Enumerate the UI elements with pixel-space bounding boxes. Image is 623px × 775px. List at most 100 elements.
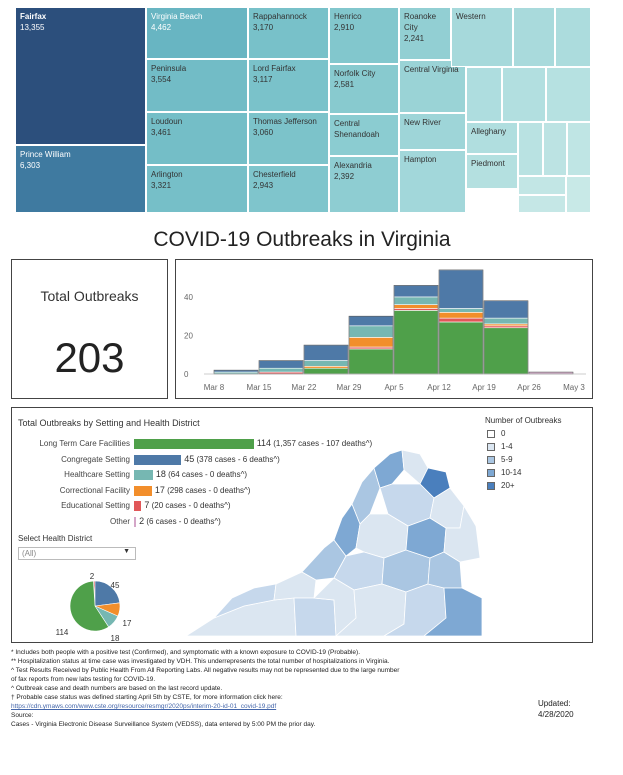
treemap-cell[interactable] [513,7,555,67]
setting-row[interactable]: Other 2 (6 cases - 0 deaths^) [12,516,472,528]
treemap-cell[interactable]: Alexandria 2,392 [329,156,399,213]
treemap-cell-value: 2,943 [253,181,274,190]
treemap-cell-value: 13,355 [20,23,45,32]
treemap-cell-name: Alexandria [334,161,372,170]
treemap-cell[interactable]: Alleghany [466,122,518,154]
setting-bar[interactable] [134,439,254,449]
treemap-cell-name: Thomas Jefferson [253,117,317,126]
setting-bar[interactable] [134,470,153,480]
bar-segment [438,269,484,309]
district-select-value: (All) [22,549,37,558]
setting-district-panel: Total Outbreaks by Setting and Health Di… [11,407,593,643]
treemap-cell[interactable]: Lord Fairfax 3,117 [248,59,329,112]
setting-bar[interactable] [134,485,152,496]
setting-value: 7 (20 cases - 0 deaths^) [144,500,230,510]
x-tick-label: Apr 26 [517,383,541,392]
treemap-cell[interactable]: New River [399,113,466,150]
treemap-cell[interactable]: Prince William 6,303 [15,145,146,213]
x-tick-label: Mar 22 [292,383,317,392]
legend-label: 20+ [501,481,515,490]
bar-segment [348,325,394,338]
total-outbreaks-label: Total Outbreaks [40,288,139,304]
treemap-cell[interactable] [518,176,566,195]
weekly-outbreaks-svg: 0 20 40 Mar 8 Mar 15 Mar 22 Mar 29 Apr 5 Apr 12 A… [184,269,586,392]
treemap-cell[interactable] [518,195,566,213]
treemap-cell[interactable]: Thomas Jefferson 3,060 [248,112,329,165]
setting-bar[interactable] [134,516,137,527]
treemap-cell[interactable] [466,67,502,122]
treemap-health-districts[interactable]: Fairfax 13,355 Prince William 6,303 Virginia… [15,7,591,213]
setting-row[interactable]: Long Term Care Facilities 114 (1,357 case… [12,438,472,450]
treemap-cell[interactable] [546,67,591,122]
y-tick-label: 40 [184,293,193,302]
bar-segment [393,310,439,375]
bar-segment [393,296,439,305]
pie-slice [94,580,121,607]
setting-bar[interactable] [134,454,182,465]
treemap-cell[interactable]: Central Shenandoah [329,114,399,156]
legend-item: 10-14 [485,467,590,480]
map-district[interactable] [293,597,337,636]
setting-row[interactable]: Healthcare Setting 18 (64 cases - 0 death… [12,469,472,481]
treemap-cell[interactable] [566,176,591,213]
legend-swatch [487,469,495,477]
setting-count: 18 [155,469,166,479]
bar-segment [303,360,349,367]
x-tick-label: Mar 29 [337,383,362,392]
setting-count: 17 [154,484,165,495]
treemap-cell[interactable] [502,67,546,122]
treemap-cell[interactable] [555,7,591,67]
treemap-cell[interactable]: Loudoun 3,461 [146,112,248,165]
treemap-cell-name: Alleghany [471,127,507,136]
map-legend: Number of Outbreaks 0 1-4 5-9 10-14 20+ [485,416,590,493]
map-district[interactable] [423,587,483,636]
treemap-cell[interactable]: Arlington 3,321 [146,165,248,213]
treemap-cell[interactable] [518,122,543,176]
treemap-cell[interactable]: Henrico 2,910 [329,7,399,64]
treemap-cell[interactable]: Norfolk City 2,581 [329,64,399,114]
treemap-cell-name: Hampton [404,155,437,164]
treemap-cell-value: 3,170 [253,23,274,32]
x-tick-label: Apr 12 [427,383,451,392]
treemap-cell[interactable]: Hampton [399,150,466,213]
treemap-cell[interactable]: Roanoke City 2,241 [399,7,451,60]
treemap-cell-name: Lord Fairfax [253,64,296,73]
bar-segment [348,315,394,327]
bar-segment [258,367,304,373]
treemap-cell[interactable]: Virginia Beach 4,462 [146,7,248,59]
treemap-cell[interactable]: Piedmont [466,154,518,189]
bar-segment [438,317,484,323]
treemap-cell[interactable]: Chesterfield 2,943 [248,165,329,213]
footnote-line: Source: [11,712,34,719]
setting-row[interactable]: Educational Setting 7 (20 cases - 0 death… [12,500,472,512]
treemap-cell[interactable]: Central Virginia [399,60,466,113]
footnote-line: * Includes both people with a positive t… [11,649,361,656]
setting-bar[interactable] [134,501,142,511]
setting-label: Other [109,516,130,526]
setting-row[interactable]: Correctional Facility 17 (298 cases - 0 d… [12,485,472,497]
virginia-district-map[interactable] [184,448,484,636]
footnote-link[interactable]: https://cdn.ymaws.com/www.cste.org/resou… [11,703,277,710]
legend-item: 20+ [485,480,590,493]
bar-segment [483,300,529,319]
legend-label: 0 [501,429,506,438]
treemap-cell[interactable] [543,122,567,176]
weekly-outbreaks-chart[interactable]: 0 20 40 Mar 8 Mar 15 Mar 22 Mar 29 Apr 5 Apr 12 A… [175,259,593,399]
treemap-cell[interactable]: Rappahannock 3,170 [248,7,329,59]
treemap-cell[interactable]: Peninsula 3,554 [146,59,248,112]
footnote-line: ** Hospitalization status at time case w… [11,658,390,665]
treemap-cell-name: Piedmont [471,159,505,168]
treemap-cell[interactable]: Fairfax 13,355 [15,7,146,145]
setting-row[interactable]: Congregate Setting 45 (378 cases - 6 deat… [12,454,472,466]
chevron-down-icon: ▼ [123,548,130,555]
district-select[interactable]: (All) ▼ [18,547,136,560]
legend-item: 0 [485,428,590,441]
legend-label: 5-9 [501,455,513,464]
map-district[interactable] [443,504,481,563]
setting-count: 7 [144,500,150,510]
treemap-cell[interactable]: Western [451,7,513,67]
map-district[interactable] [373,449,405,489]
treemap-cell-name: Chesterfield [253,170,296,179]
treemap-cell[interactable] [567,122,591,176]
